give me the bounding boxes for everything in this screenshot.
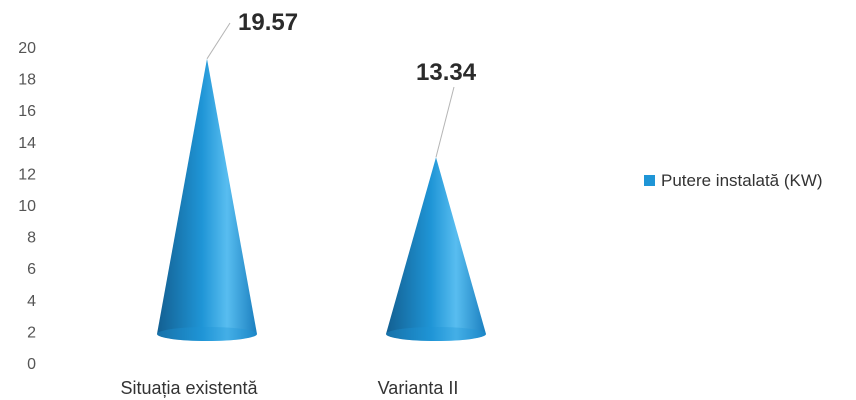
plot-area: 19.57 13.34 [157,9,486,341]
cone-body [386,157,486,341]
y-tick-label: 0 [27,356,36,373]
y-tick-label: 14 [18,135,36,152]
data-label-leader [206,22,231,60]
y-tick-label: 10 [18,198,36,215]
x-category-label: Situația existentă [120,378,258,398]
cone-body [157,58,257,341]
legend-entry-label: Putere instalată (KW) [661,171,823,190]
y-tick-label: 12 [18,166,36,183]
y-tick-label: 18 [18,72,36,89]
x-axis: Situația existentă Varianta II [120,378,458,398]
x-category-label: Varianta II [378,378,459,398]
cone-mark [157,58,257,341]
data-label: 19.57 [238,9,298,36]
cone-base [157,327,257,341]
cone-base [386,327,486,341]
y-tick-label: 6 [27,261,36,278]
y-axis: 0 2 4 6 8 10 12 14 16 18 20 [18,40,36,373]
y-tick-label: 16 [18,103,36,120]
cone-mark [386,157,486,341]
data-label-leader [435,86,455,158]
y-tick-label: 2 [27,324,36,341]
y-tick-label: 8 [27,230,36,247]
y-tick-label: 4 [27,293,36,310]
legend: Putere instalată (KW) [644,171,823,190]
data-label: 13.34 [416,59,477,86]
y-tick-label: 20 [18,40,36,57]
legend-swatch [644,175,655,186]
